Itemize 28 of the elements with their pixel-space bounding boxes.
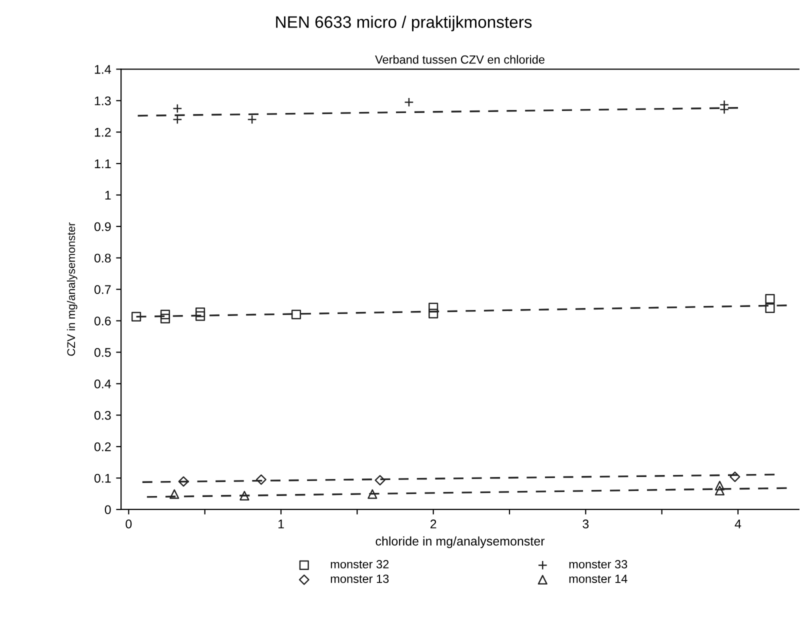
y-tick-label: 1.1 bbox=[94, 159, 111, 168]
y-tick-label: 1.3 bbox=[94, 96, 111, 106]
y-tick-label: 0.8 bbox=[94, 254, 111, 263]
y-tick-label: 0.2 bbox=[94, 442, 111, 452]
x-tick-label: 2 bbox=[430, 520, 436, 528]
y-tick-label: 1.4 bbox=[94, 65, 111, 74]
y-tick-label: 1 bbox=[105, 190, 111, 200]
legend-label: monster 14 bbox=[569, 574, 628, 583]
legend-label: monster 32 bbox=[330, 560, 389, 568]
y-tick-label: 0.4 bbox=[94, 379, 111, 388]
y-tick-label: 0.6 bbox=[94, 316, 111, 326]
y-tick-label: 0.5 bbox=[94, 348, 111, 357]
y-axis-title: CZV in mg/analysemonster bbox=[66, 222, 78, 356]
legend-label: monster 33 bbox=[569, 560, 628, 568]
y-tick-label: 0.9 bbox=[94, 222, 111, 232]
x-tick-label: 3 bbox=[582, 520, 589, 528]
y-tick-label: 0 bbox=[104, 505, 111, 514]
x-tick-label: 0 bbox=[126, 520, 132, 528]
y-tick-label: 0.1 bbox=[94, 474, 111, 483]
y-tick-label: 0.7 bbox=[94, 285, 111, 294]
chart-title: NEN 6633 micro / praktijkmonsters bbox=[276, 16, 532, 32]
x-tick-label: 1 bbox=[278, 520, 284, 528]
chart-subtitle: Verband tussen CZV en chloride bbox=[375, 55, 544, 64]
y-tick-label: 1.2 bbox=[94, 128, 111, 137]
y-tick-label: 0.3 bbox=[94, 410, 111, 420]
x-tick-label: 4 bbox=[734, 520, 742, 528]
legend-label: monster 13 bbox=[330, 574, 389, 583]
x-axis-title: chloride in mg/analysemonster bbox=[376, 536, 545, 548]
